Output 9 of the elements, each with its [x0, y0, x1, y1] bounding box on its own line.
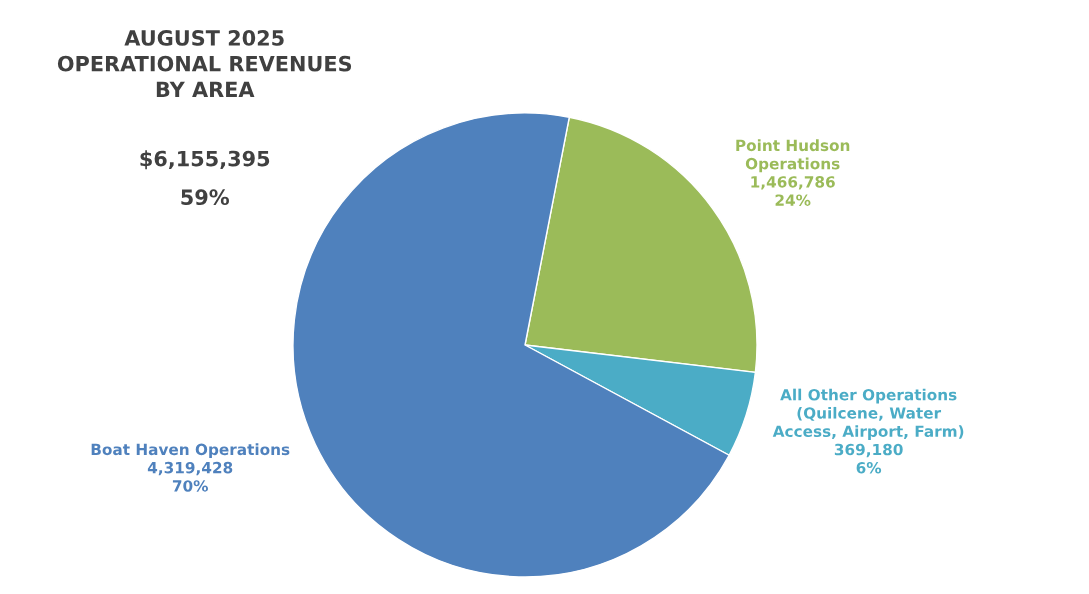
slice-label: Boat Haven Operations	[91, 443, 290, 459]
slice-label: All Other Operations (Quilcene, Water Access, Airport, Farm)	[772, 388, 964, 440]
text: $6,155,395	[140, 150, 270, 170]
data-label: 4,319,428 70%	[147, 461, 233, 492]
slice-label: Point Hudson Operations	[736, 139, 850, 173]
data-label: 369,180 6%	[834, 443, 903, 474]
data-label: 1,466,786 24%	[751, 176, 835, 206]
chart-title: AUGUST 2025 OPERATIONAL REVENUES BY AREA	[57, 30, 352, 97]
text: 59%	[181, 189, 229, 206]
